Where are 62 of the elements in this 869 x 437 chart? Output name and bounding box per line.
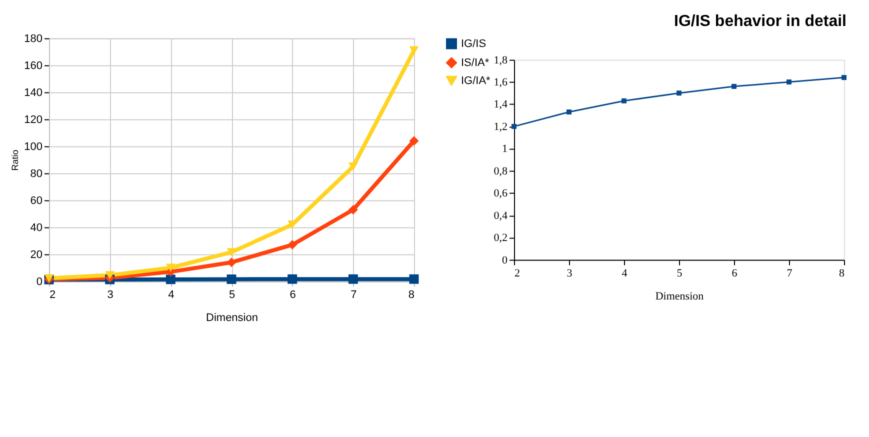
point [676, 90, 682, 96]
y-tick-label: 0,8 [494, 165, 508, 178]
legend-label: IS/IA* [461, 56, 490, 69]
point [348, 204, 358, 214]
legend-label: IG/IA* [461, 74, 492, 87]
point [622, 98, 626, 104]
y-tick-label: 80 [30, 168, 42, 180]
y-tick-label: 0 [502, 254, 508, 266]
x-tick-label: 7 [350, 288, 357, 301]
y-tick-label: 1,4 [494, 98, 508, 111]
y-tick-label: 0 [36, 276, 42, 288]
point [566, 109, 572, 114]
point [166, 274, 176, 284]
x-tick-label: 4 [168, 288, 174, 301]
y-tick-label: 60 [30, 194, 42, 207]
point [105, 271, 115, 280]
y-axis-title: Ratio [10, 150, 20, 171]
x-tick-label: 3 [566, 267, 573, 280]
point [226, 248, 236, 256]
y-tick-label: 180 [24, 32, 42, 45]
point [226, 258, 236, 268]
y-tick-label: 0,2 [494, 232, 508, 244]
x-tick-label: 7 [786, 267, 793, 280]
y-tick-label: 20 [30, 248, 42, 261]
x-tick-label: 2 [514, 267, 520, 280]
point [288, 240, 298, 250]
point [409, 46, 419, 55]
point [409, 274, 419, 284]
y-tick-label: 140 [24, 86, 42, 99]
point [786, 79, 792, 84]
y-tick-label: 120 [24, 114, 42, 126]
x-tick-label: 8 [839, 267, 845, 280]
point [166, 264, 176, 272]
point [732, 84, 736, 89]
x-tick-label: 4 [622, 267, 628, 280]
x-tick-label: 3 [107, 288, 114, 301]
chart-title: IG/IS behavior in detail [674, 12, 846, 30]
y-tick-label: 1,2 [494, 120, 508, 133]
legend-label: IG/IS [461, 38, 486, 50]
y-tick-label: 1,8 [494, 54, 508, 66]
point [288, 274, 298, 284]
x-tick-label: 6 [290, 288, 296, 301]
point [348, 274, 358, 284]
x-tick-label: 8 [408, 288, 414, 301]
y-tick-label: 0,4 [494, 210, 508, 222]
y-tick-label: 1,6 [494, 76, 508, 88]
y-tick-label: 1 [502, 143, 508, 156]
x-axis-title: Dimension [206, 312, 258, 324]
x-axis-title: Dimension [655, 290, 704, 302]
point [348, 162, 358, 171]
x-tick-label: 2 [50, 288, 56, 301]
point [226, 274, 236, 284]
y-tick-label: 0,6 [494, 188, 508, 200]
y-tick-label: 100 [24, 140, 42, 153]
point [409, 136, 419, 146]
point [842, 75, 846, 80]
y-tick-label: 160 [24, 60, 42, 72]
x-tick-label: 5 [676, 267, 683, 280]
x-tick-label: 6 [732, 267, 738, 280]
point [512, 124, 516, 129]
y-tick-label: 40 [30, 222, 42, 234]
x-tick-label: 5 [228, 288, 236, 301]
